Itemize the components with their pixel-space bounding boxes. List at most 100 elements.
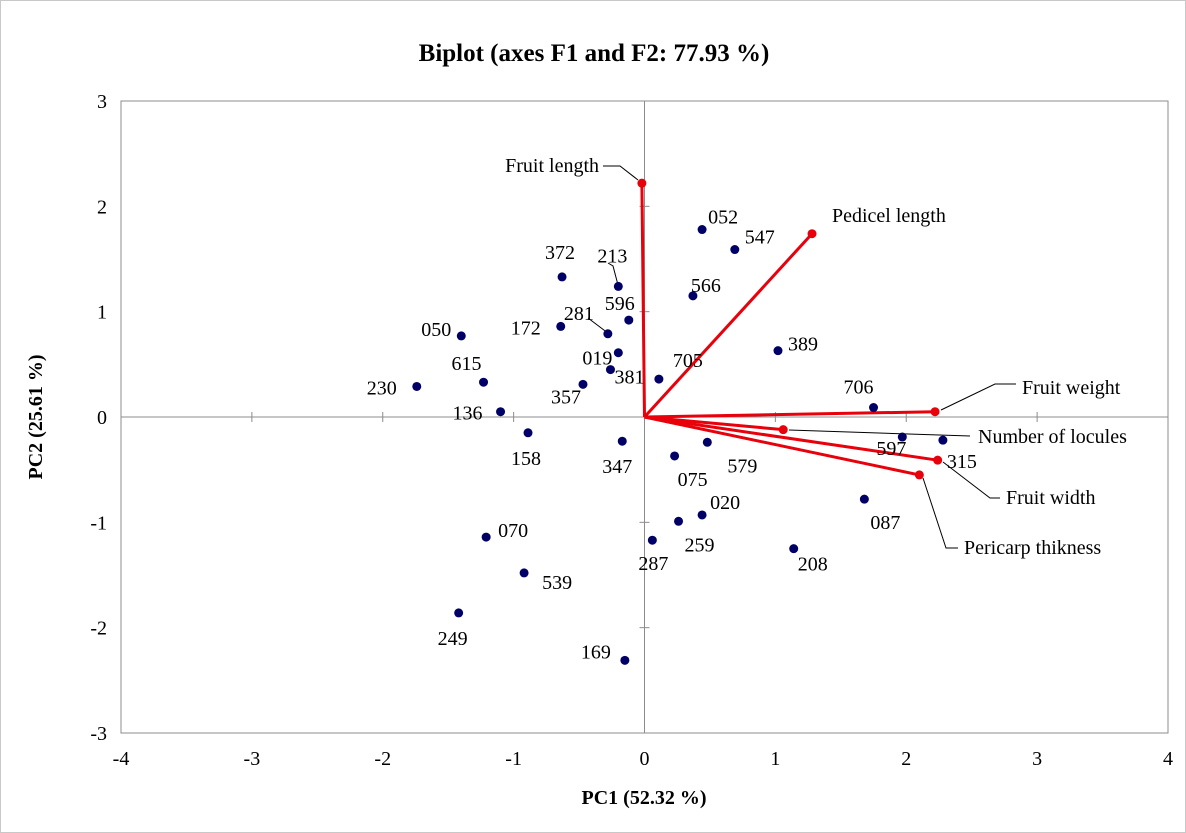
observation-label: 597 <box>876 438 906 460</box>
observation-point <box>654 374 664 384</box>
y-tick-label: 1 <box>97 302 107 324</box>
observation-point <box>519 568 529 578</box>
variable-vector <box>643 232 814 419</box>
observation-label: 087 <box>870 512 900 534</box>
variable-label: Number of locules <box>978 426 1127 448</box>
observation-point <box>620 655 630 665</box>
x-tick-label: 1 <box>770 748 780 770</box>
observation-label: 169 <box>581 641 611 663</box>
y-tick-label: 3 <box>97 91 107 113</box>
observation-leader-line <box>607 262 618 283</box>
observation-label: 020 <box>710 492 740 514</box>
variable-endpoint <box>914 470 924 480</box>
variable-vector <box>644 415 920 477</box>
observation-label: 249 <box>438 628 468 650</box>
observation-label: 213 <box>597 245 627 267</box>
observation-label: 705 <box>673 350 703 372</box>
observation-label: 389 <box>788 334 818 356</box>
observation-label: 208 <box>798 554 828 576</box>
observation-point <box>670 451 680 461</box>
variable-vectors <box>637 178 943 480</box>
observation-point <box>523 428 533 438</box>
variable-endpoint <box>807 229 817 239</box>
variable-label: Pedicel length <box>832 205 946 227</box>
observation-label: 259 <box>685 534 715 556</box>
observation-point <box>789 544 799 554</box>
tick-labels: -4 -3 -2 -1 0 1 2 3 4 3 2 1 0 -1 -2 -3 <box>90 91 1173 770</box>
observation-point <box>938 435 948 445</box>
observation-point <box>412 381 422 391</box>
observation-label: 315 <box>947 451 977 473</box>
observation-label: 172 <box>511 317 541 339</box>
x-axis-title: PC1 (52.32 %) <box>582 787 707 809</box>
y-tick-label: -2 <box>90 618 107 640</box>
observation-point <box>479 377 489 387</box>
variable-leader-line <box>940 383 1016 411</box>
observation-point <box>617 436 627 446</box>
x-tick-label: -4 <box>113 748 130 770</box>
observation-leader-line <box>587 317 606 332</box>
observation-point <box>613 281 623 291</box>
y-tick-label: 2 <box>97 196 107 218</box>
observation-point <box>496 407 506 417</box>
observation-label: 615 <box>452 353 482 375</box>
observation-point <box>697 510 707 520</box>
observation-point <box>624 315 634 325</box>
observation-label: 596 <box>605 293 635 315</box>
observation-point <box>688 291 698 301</box>
variable-label: Fruit length <box>505 155 599 177</box>
x-tick-label: 2 <box>901 748 911 770</box>
x-tick-label: -1 <box>505 748 522 770</box>
x-tick-label: -2 <box>374 748 391 770</box>
variable-vector <box>644 410 936 419</box>
observation-point <box>456 331 466 341</box>
observation-point <box>605 365 615 375</box>
x-tick-label: 3 <box>1032 748 1042 770</box>
variable-endpoint <box>933 455 943 465</box>
variable-vector <box>640 183 646 418</box>
variable-label: Pericarp thikness <box>964 537 1101 559</box>
observation-label: 281 <box>564 303 594 325</box>
observation-point <box>702 437 712 447</box>
observation-points <box>412 225 948 665</box>
y-tick-label: -1 <box>90 512 107 534</box>
label-leaders <box>587 165 1016 549</box>
observation-point <box>481 532 491 542</box>
observation-label: 539 <box>542 572 572 594</box>
variable-endpoint <box>778 425 788 435</box>
observation-point <box>454 608 464 618</box>
observation-label: 347 <box>602 456 632 478</box>
y-axis-title: PC2 (25.61 %) <box>25 355 47 480</box>
variable-label: Fruit width <box>1006 487 1095 509</box>
observation-label: 579 <box>727 455 757 477</box>
observation-point <box>897 432 907 442</box>
observation-label: 230 <box>367 377 397 399</box>
observation-label: 381 <box>614 367 644 389</box>
observation-point <box>603 329 613 339</box>
observation-label: 050 <box>421 319 451 341</box>
observation-point <box>578 379 588 389</box>
x-tick-label: -3 <box>244 748 261 770</box>
observation-point <box>730 245 740 255</box>
variable-vector <box>644 415 938 462</box>
observation-point <box>647 535 657 545</box>
observation-point <box>613 348 623 358</box>
variable-leader-line <box>788 429 971 437</box>
x-tick-label: 4 <box>1163 748 1173 770</box>
observation-label: 019 <box>582 348 612 370</box>
observation-label: 287 <box>638 553 668 575</box>
observation-point <box>697 225 707 235</box>
observation-point <box>556 321 566 331</box>
observation-label: 372 <box>545 242 575 264</box>
observation-label: 158 <box>511 448 541 470</box>
observation-label: 070 <box>498 520 528 542</box>
point-labels: 052 547 372 213 566 281 596 050 172 389 019 705 615 3… <box>367 155 1127 663</box>
variable-leader-line <box>603 165 639 181</box>
observation-point <box>557 272 567 282</box>
observation-point <box>773 346 783 356</box>
chart-title: Biplot (axes F1 and F2: 77.93 %) <box>419 40 770 67</box>
observation-point <box>869 403 879 413</box>
observation-label: 547 <box>745 227 775 249</box>
variable-leader-line <box>942 461 1000 499</box>
